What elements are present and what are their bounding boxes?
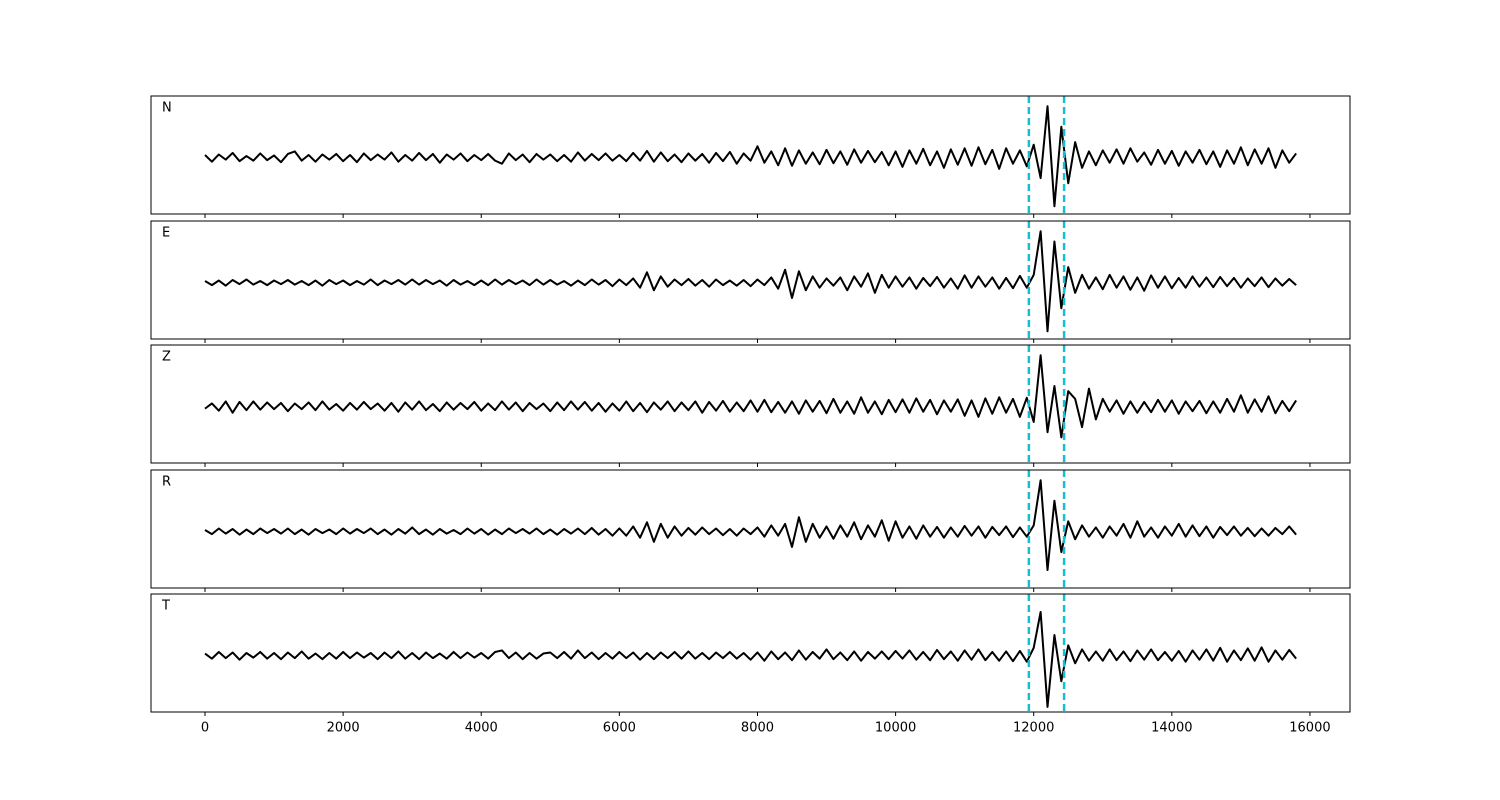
panel-label: Z bbox=[162, 350, 171, 365]
panel-frame bbox=[150, 344, 1351, 464]
x-tick-label: 8000 bbox=[741, 721, 774, 736]
x-tick-label: 4000 bbox=[465, 721, 498, 736]
panel-background bbox=[151, 594, 1350, 712]
trace bbox=[204, 354, 1297, 439]
x-tick-label: 2000 bbox=[327, 721, 360, 736]
panel-frame bbox=[150, 593, 1351, 713]
panel-frame bbox=[150, 220, 1351, 340]
panel-label: T bbox=[161, 599, 170, 614]
x-tick-label: 14000 bbox=[1151, 721, 1192, 736]
panel-frame bbox=[150, 95, 1351, 215]
trace bbox=[204, 479, 1297, 572]
panel-background bbox=[151, 221, 1350, 339]
trace bbox=[204, 105, 1297, 208]
x-tick-label: 10000 bbox=[875, 721, 916, 736]
panel-frame bbox=[150, 469, 1351, 589]
panel-label: N bbox=[162, 101, 172, 116]
trace bbox=[204, 610, 1297, 708]
x-tick-label: 0 bbox=[201, 721, 209, 736]
trace bbox=[204, 230, 1297, 333]
x-tick-label: 16000 bbox=[1289, 721, 1330, 736]
x-tick-label: 6000 bbox=[603, 721, 636, 736]
panel-label: R bbox=[162, 475, 171, 490]
x-tick-label: 12000 bbox=[1013, 721, 1054, 736]
panel-label: E bbox=[162, 226, 170, 241]
panel-background bbox=[151, 470, 1350, 588]
